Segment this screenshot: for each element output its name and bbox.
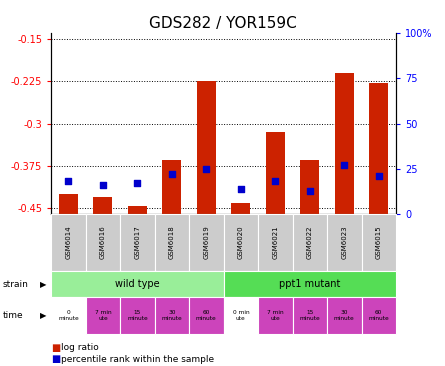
Text: 0 min
ute: 0 min ute xyxy=(233,310,249,321)
Text: strain: strain xyxy=(2,280,28,288)
Text: ■: ■ xyxy=(51,343,61,353)
Text: time: time xyxy=(2,311,23,320)
Text: GSM6017: GSM6017 xyxy=(134,225,140,259)
Bar xyxy=(300,160,320,214)
Point xyxy=(272,179,279,184)
Text: 0
minute: 0 minute xyxy=(58,310,79,321)
Bar xyxy=(197,81,216,214)
Text: 60
minute: 60 minute xyxy=(368,310,389,321)
Text: GDS282 / YOR159C: GDS282 / YOR159C xyxy=(149,16,296,31)
Point xyxy=(99,182,106,188)
Text: GSM6021: GSM6021 xyxy=(272,226,278,259)
Point xyxy=(134,180,141,186)
Bar xyxy=(162,160,182,214)
Text: GSM6015: GSM6015 xyxy=(376,226,382,259)
Text: log ratio: log ratio xyxy=(61,343,99,352)
Text: wild type: wild type xyxy=(115,279,160,289)
Text: GSM6020: GSM6020 xyxy=(238,226,244,259)
Text: GSM6016: GSM6016 xyxy=(100,225,106,259)
Point xyxy=(341,162,348,168)
Point xyxy=(375,173,382,179)
Bar xyxy=(335,72,354,214)
Text: GSM6022: GSM6022 xyxy=(307,226,313,259)
Text: 7 min
ute: 7 min ute xyxy=(95,310,111,321)
Point xyxy=(168,171,175,177)
Text: 15
minute: 15 minute xyxy=(127,310,148,321)
Point xyxy=(237,186,244,192)
Text: ppt1 mutant: ppt1 mutant xyxy=(279,279,340,289)
Text: ▶: ▶ xyxy=(40,311,47,320)
Text: ▶: ▶ xyxy=(40,280,47,288)
Bar xyxy=(266,132,285,214)
Text: GSM6014: GSM6014 xyxy=(65,226,71,259)
Bar xyxy=(59,194,78,214)
Text: 30
minute: 30 minute xyxy=(162,310,182,321)
Text: 30
minute: 30 minute xyxy=(334,310,355,321)
Text: GSM6019: GSM6019 xyxy=(203,225,209,259)
Text: GSM6023: GSM6023 xyxy=(341,226,347,259)
Bar xyxy=(369,83,388,214)
Text: 60
minute: 60 minute xyxy=(196,310,217,321)
Bar xyxy=(128,206,147,214)
Text: 7 min
ute: 7 min ute xyxy=(267,310,283,321)
Text: GSM6018: GSM6018 xyxy=(169,225,175,259)
Point xyxy=(203,166,210,172)
Point xyxy=(65,179,72,184)
Text: ■: ■ xyxy=(51,354,61,365)
Text: percentile rank within the sample: percentile rank within the sample xyxy=(61,355,214,364)
Bar xyxy=(231,203,251,214)
Point xyxy=(306,188,313,194)
Text: 15
minute: 15 minute xyxy=(299,310,320,321)
Bar xyxy=(93,197,113,214)
